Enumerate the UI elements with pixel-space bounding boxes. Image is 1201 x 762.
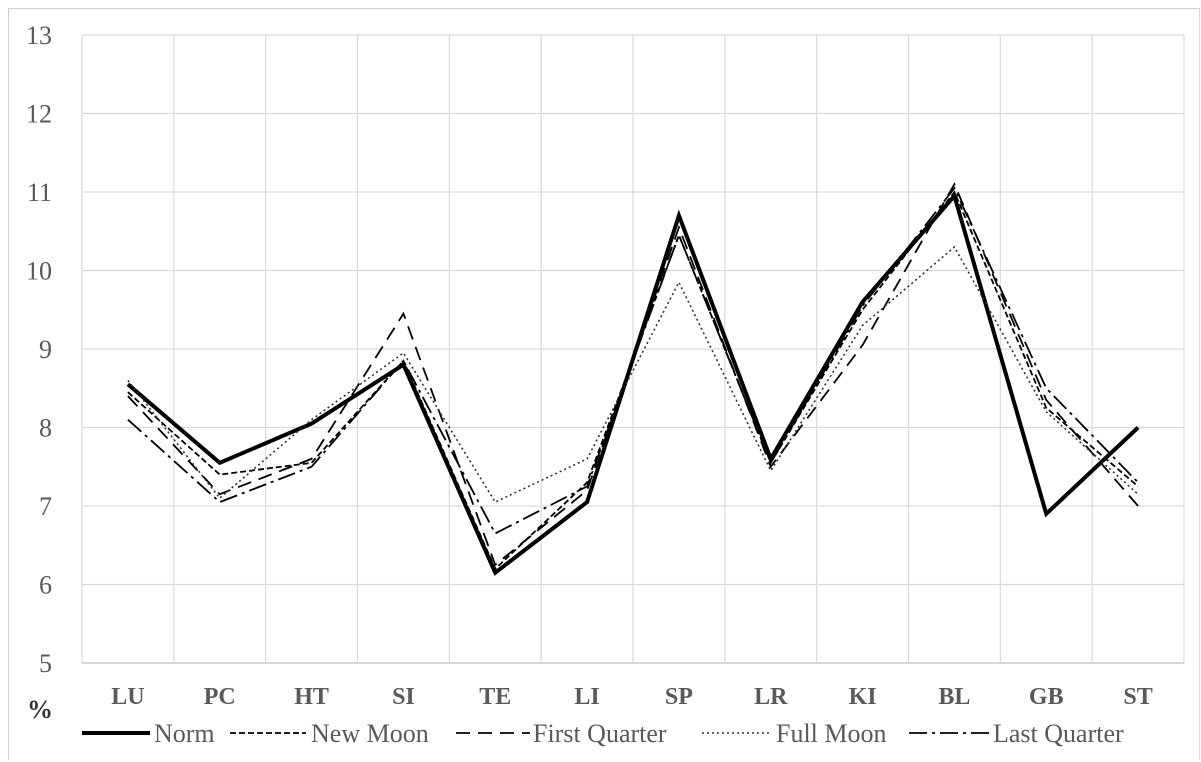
x-tick-label: TE <box>479 684 511 710</box>
y-tick-label: 8 <box>39 414 52 443</box>
series-line-full-moon <box>127 245 1139 504</box>
y-tick-label: 10 <box>26 257 52 286</box>
x-tick-label: SI <box>392 684 415 710</box>
series-lines <box>126 182 1140 576</box>
legend-label: New Moon <box>311 719 429 748</box>
legend-label: Full Moon <box>776 719 887 748</box>
y-tick-label: 9 <box>39 335 52 364</box>
x-tick-label: BL <box>938 684 970 710</box>
legend-label: Last Quarter <box>993 719 1124 748</box>
legend-label: Norm <box>154 719 215 748</box>
legend-item-norm: Norm <box>82 719 215 748</box>
x-tick-label: GB <box>1029 684 1064 710</box>
legend-label: First Quarter <box>533 719 667 748</box>
y-tick-label: 13 <box>26 21 52 50</box>
x-tick-label: LI <box>574 684 599 710</box>
x-tick-label: KI <box>849 684 877 710</box>
y-tick-label: 7 <box>39 492 52 521</box>
x-tick-label: SP <box>665 684 693 710</box>
legend-item-last-quarter: Last Quarter <box>909 719 1124 748</box>
legend: Norm New Moon First Quarter Full Moon Last Q… <box>82 719 1124 748</box>
y-tick-label: 6 <box>39 571 52 600</box>
y-tick-label: 11 <box>27 178 52 207</box>
legend-item-full-moon: Full Moon <box>702 719 887 748</box>
x-tick-label: LR <box>754 684 788 710</box>
y-tick-label: 12 <box>26 100 52 129</box>
y-tick-labels: 5 6 7 8 9 10 11 12 13 <box>26 21 52 678</box>
x-tick-label: LU <box>111 684 144 710</box>
x-tick-label: ST <box>1123 684 1152 710</box>
legend-item-first-quarter: First Quarter <box>456 719 667 748</box>
grid <box>81 34 1185 664</box>
x-tick-label: HT <box>294 684 329 710</box>
chart-frame <box>8 8 1200 760</box>
legend-item-new-moon: New Moon <box>230 719 429 748</box>
y-axis-unit-label: % <box>27 695 53 724</box>
x-tick-labels: LU PC HT SI TE LI SP LR KI BL GB ST <box>111 684 1153 710</box>
series-line-first-quarter <box>127 182 1139 567</box>
y-tick-label: 5 <box>39 649 52 678</box>
x-tick-label: PC <box>204 684 236 710</box>
